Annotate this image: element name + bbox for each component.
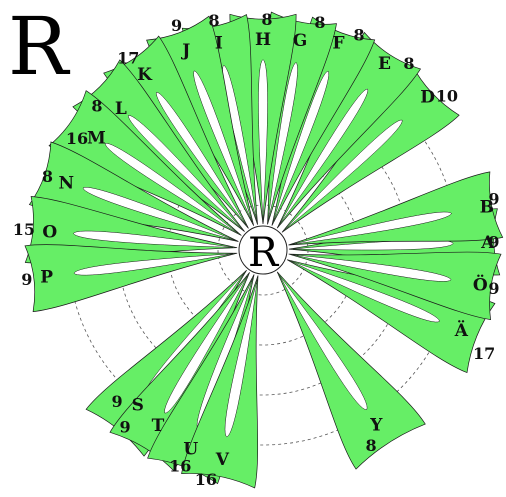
petal-count-O: 15	[13, 220, 35, 239]
petal-count-M: 16	[66, 129, 88, 148]
petal-letter-F: F	[333, 33, 345, 53]
petal-letter-H: H	[255, 30, 271, 50]
petal-letter-K: K	[137, 65, 153, 85]
petal-count-Ö: 9	[488, 279, 499, 298]
petal-count-T: 9	[120, 418, 131, 437]
petal-hollow-D	[284, 119, 403, 230]
petal-B	[288, 171, 504, 246]
petal-hollow-Ä	[290, 260, 440, 323]
petal-count-K: 17	[117, 49, 139, 68]
petal-count-J: 9	[171, 16, 182, 35]
petal-count-L: 8	[91, 97, 102, 116]
petal-hollow-M	[104, 143, 239, 234]
petal-Ö	[288, 251, 502, 321]
petal-letter-Ö: Ö	[473, 274, 488, 295]
petal-count-E: 8	[403, 54, 414, 73]
petal-count-G: 8	[314, 13, 325, 32]
petal-count-B: 9	[488, 189, 499, 208]
petal-letter-I: I	[215, 34, 223, 54]
petal-hollow-H	[258, 59, 268, 221]
petal-hollow-V	[224, 279, 258, 438]
petal-count-N: 8	[42, 167, 53, 186]
petal-hollow-P	[73, 253, 234, 276]
petal-letter-B: B	[480, 198, 494, 218]
petal-count-V: 16	[195, 470, 217, 489]
petal-count-H: 8	[261, 10, 272, 29]
petal-V	[181, 275, 259, 489]
petal-letter-O: O	[42, 222, 57, 242]
petal-count-I: 8	[209, 11, 220, 30]
title-letter: R	[8, 0, 71, 93]
petal-letter-T: T	[152, 416, 165, 436]
petal-hollow-E	[279, 88, 369, 225]
petal-hollow-A	[292, 239, 454, 251]
petal-count-Y: 8	[366, 436, 377, 455]
petal-hollow-I	[222, 65, 258, 221]
petal-count-D: 10	[436, 87, 458, 106]
petal-count-U: 16	[169, 457, 191, 476]
petal-hollow-J	[193, 70, 253, 223]
petal-letter-J: J	[180, 41, 190, 61]
petal-hollow-L	[128, 115, 242, 229]
petal-P	[24, 244, 238, 312]
petal-group	[24, 11, 504, 489]
petal-letter-P: P	[40, 268, 53, 288]
center-letter: R	[248, 230, 280, 276]
petal-letter-Ä: Ä	[454, 320, 469, 341]
petal-letter-V: V	[215, 450, 230, 470]
petal-hollow-K	[156, 91, 247, 226]
petal-Y	[276, 271, 426, 470]
petal-letter-S: S	[132, 396, 144, 416]
petal-count-P: 9	[21, 270, 32, 289]
petal-letter-D: D	[420, 88, 435, 108]
petal-count-S: 9	[112, 392, 123, 411]
petal-hollow-N	[82, 187, 235, 241]
petal-letter-Y: Y	[369, 415, 383, 435]
center-hub	[238, 225, 288, 275]
petal-hollow-G	[267, 62, 298, 221]
petal-hollow-T	[164, 275, 248, 414]
petal-hollow-B	[292, 211, 452, 245]
petal-hollow-Ö	[292, 254, 452, 282]
petal-hollow-O	[73, 230, 234, 248]
petal-count-A: 9	[488, 232, 499, 251]
petal-letter-M: M	[87, 129, 106, 149]
petal-hollow-F	[273, 70, 329, 222]
petal-count-Ä: 17	[473, 344, 495, 363]
petal-letter-U: U	[183, 439, 198, 459]
petal-letter-E: E	[378, 54, 391, 74]
petal-hollow-Y	[279, 275, 368, 410]
petal-letter-A: A	[480, 233, 495, 253]
petal-letter-L: L	[115, 99, 127, 119]
petal-count-F: 8	[353, 25, 364, 44]
petal-letter-N: N	[59, 173, 75, 193]
petal-letter-G: G	[293, 31, 308, 51]
